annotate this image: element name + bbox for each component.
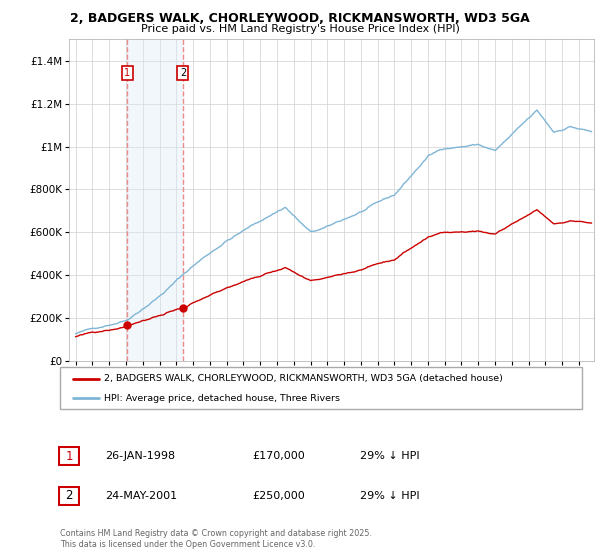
Text: Price paid vs. HM Land Registry's House Price Index (HPI): Price paid vs. HM Land Registry's House … bbox=[140, 24, 460, 34]
Text: HPI: Average price, detached house, Three Rivers: HPI: Average price, detached house, Thre… bbox=[104, 394, 340, 403]
Text: £250,000: £250,000 bbox=[252, 491, 305, 501]
Text: 2, BADGERS WALK, CHORLEYWOOD, RICKMANSWORTH, WD3 5GA (detached house): 2, BADGERS WALK, CHORLEYWOOD, RICKMANSWO… bbox=[104, 374, 503, 383]
Text: 2: 2 bbox=[65, 489, 73, 502]
Text: 2, BADGERS WALK, CHORLEYWOOD, RICKMANSWORTH, WD3 5GA: 2, BADGERS WALK, CHORLEYWOOD, RICKMANSWO… bbox=[70, 12, 530, 25]
Bar bbox=[127, 39, 183, 361]
Text: 29% ↓ HPI: 29% ↓ HPI bbox=[360, 491, 419, 501]
Text: 1: 1 bbox=[124, 68, 130, 78]
Text: 1: 1 bbox=[65, 450, 73, 463]
Text: Contains HM Land Registry data © Crown copyright and database right 2025.
This d: Contains HM Land Registry data © Crown c… bbox=[60, 529, 372, 549]
Text: 26-JAN-1998: 26-JAN-1998 bbox=[105, 451, 175, 461]
Text: 29% ↓ HPI: 29% ↓ HPI bbox=[360, 451, 419, 461]
Text: 24-MAY-2001: 24-MAY-2001 bbox=[105, 491, 177, 501]
Text: £170,000: £170,000 bbox=[252, 451, 305, 461]
Text: 2: 2 bbox=[180, 68, 186, 78]
